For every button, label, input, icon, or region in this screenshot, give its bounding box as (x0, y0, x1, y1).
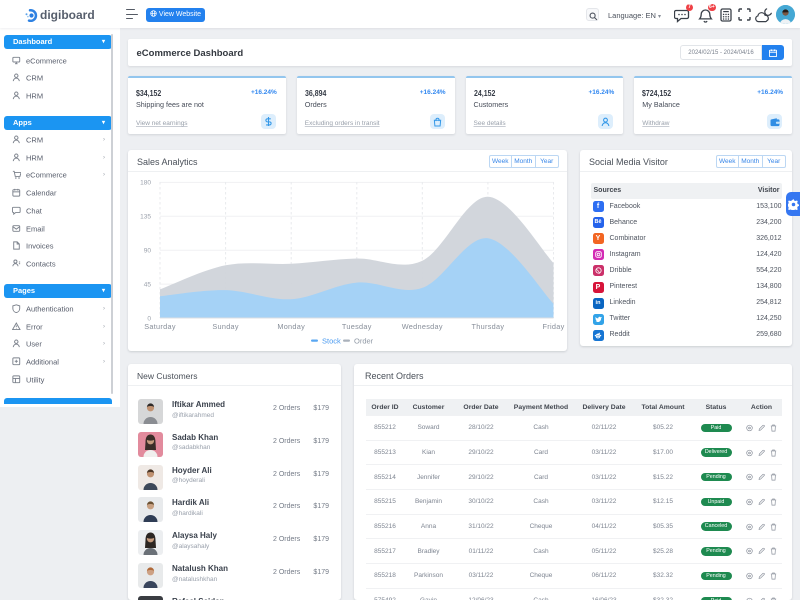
svg-text:Tuesday: Tuesday (342, 322, 372, 331)
svg-text:45: 45 (144, 281, 152, 288)
svg-text:Saturday: Saturday (144, 322, 176, 331)
svg-text:Sunday: Sunday (212, 322, 239, 331)
svg-text:Order: Order (354, 337, 374, 346)
svg-text:180: 180 (140, 180, 151, 187)
svg-text:90: 90 (144, 248, 152, 255)
svg-text:0: 0 (147, 315, 151, 322)
svg-text:135: 135 (140, 214, 151, 221)
svg-text:Thursday: Thursday (471, 322, 504, 331)
svg-text:Friday: Friday (542, 322, 564, 331)
svg-text:Monday: Monday (277, 322, 305, 331)
svg-text:Stock: Stock (322, 337, 341, 346)
svg-text:Wednesday: Wednesday (402, 322, 443, 331)
